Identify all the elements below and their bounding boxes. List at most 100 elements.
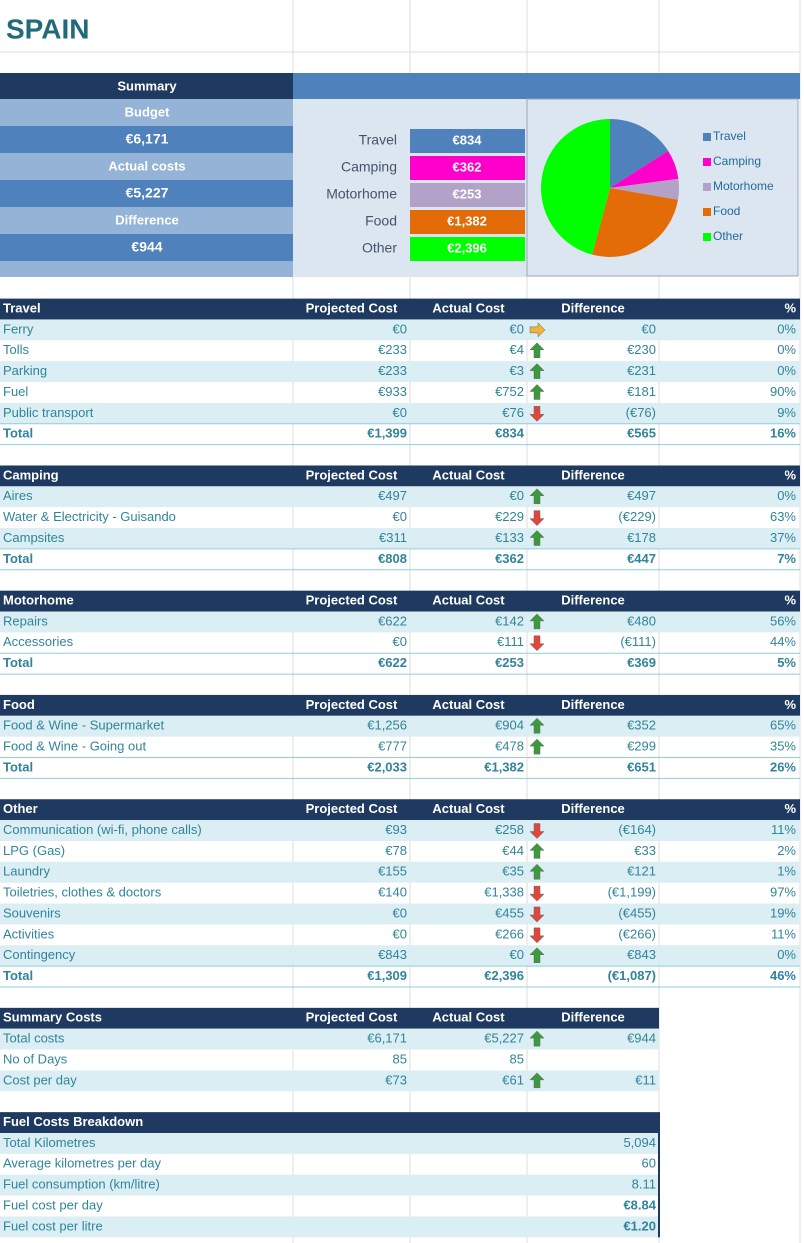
cell-value: €455 xyxy=(495,905,524,920)
cell-value: (€164) xyxy=(618,822,656,837)
cell-value: 35% xyxy=(770,739,796,754)
cell-value: (€229) xyxy=(618,509,656,524)
cell-value: 5,094 xyxy=(623,1135,656,1150)
total-cell: 16% xyxy=(770,426,796,441)
summary-label: Budget xyxy=(125,104,170,119)
cell-value: €311 xyxy=(379,530,407,545)
row-label: Toiletries, clothes & doctors xyxy=(3,885,162,900)
legend-label: Other xyxy=(713,229,743,243)
row-shade xyxy=(0,945,800,967)
row-label: Total costs xyxy=(3,1031,65,1046)
cell-value: €1.20 xyxy=(623,1218,656,1233)
section-header xyxy=(0,590,800,612)
cell-value: 9% xyxy=(777,405,796,420)
cell-value: 1% xyxy=(777,864,796,879)
cell-value: €0 xyxy=(510,321,524,336)
row-label: Water & Electricity - Guisando xyxy=(3,509,176,524)
cell-value: €0 xyxy=(393,321,407,336)
total-cell: €253 xyxy=(495,655,524,670)
legend-label: Food xyxy=(713,204,740,218)
breakdown-name: Other xyxy=(362,240,397,256)
trend-arrow xyxy=(529,322,546,338)
row-shade xyxy=(0,1216,659,1238)
trend-arrow xyxy=(529,363,545,379)
summary-band xyxy=(293,73,800,99)
cell-value: €777 xyxy=(378,739,407,754)
breakdown-name: Food xyxy=(365,213,397,229)
total-cell: €622 xyxy=(378,655,407,670)
column-header: Difference xyxy=(561,1010,625,1025)
column-header: Difference xyxy=(561,697,625,712)
breakdown-value: €362 xyxy=(453,159,482,174)
row-label: Total Kilometres xyxy=(3,1135,96,1150)
section-header xyxy=(0,1007,659,1029)
total-cell: €447 xyxy=(627,551,656,566)
cell-value: €35 xyxy=(502,864,524,879)
pie-slice xyxy=(610,150,679,188)
row-label: Fuel consumption (km/litre) xyxy=(3,1177,160,1192)
cell-value: €478 xyxy=(495,739,524,754)
section-header xyxy=(0,694,800,716)
row-label: Souvenirs xyxy=(3,905,61,920)
trend-arrow xyxy=(529,406,545,422)
summary-value-bg xyxy=(0,126,293,153)
legend-swatch xyxy=(703,208,711,216)
cell-value: €258 xyxy=(495,822,524,837)
cell-value: €5,227 xyxy=(484,1031,524,1046)
cell-value: 60 xyxy=(642,1156,656,1171)
trend-arrow xyxy=(529,927,545,944)
section-title: Camping xyxy=(3,467,59,482)
cell-value: 0% xyxy=(777,321,796,336)
cell-value: €155 xyxy=(378,864,407,879)
cell-value: (€111) xyxy=(620,634,656,649)
column-header: Projected Cost xyxy=(306,697,398,712)
trend-arrow xyxy=(529,906,545,923)
cell-value: €0 xyxy=(510,947,524,962)
row-label: Aires xyxy=(3,488,33,503)
cell-value: €497 xyxy=(378,488,407,503)
row-label: Accessories xyxy=(3,634,74,649)
cell-value: 11% xyxy=(771,822,796,837)
cell-value: €4 xyxy=(510,342,524,357)
cell-value: 19% xyxy=(770,905,796,920)
cell-value: 11% xyxy=(771,926,796,941)
legend-swatch xyxy=(703,133,711,141)
cell-value: €140 xyxy=(378,885,407,900)
cell-value: €1,256 xyxy=(367,718,407,733)
cell-value: €0 xyxy=(393,509,407,524)
cell-value: €121 xyxy=(627,864,656,879)
cell-value: 85 xyxy=(393,1051,407,1066)
cell-value: €8.84 xyxy=(623,1197,656,1212)
column-header: Projected Cost xyxy=(306,300,398,315)
trend-arrow xyxy=(529,823,545,839)
pie-slice xyxy=(541,119,610,255)
total-cell: €808 xyxy=(378,551,407,566)
row-shade xyxy=(0,861,800,883)
column-header: Difference xyxy=(561,467,625,482)
trend-arrow xyxy=(529,384,545,400)
row-shade xyxy=(0,402,800,424)
cell-value: €230 xyxy=(627,342,656,357)
summary-value: €944 xyxy=(131,239,162,255)
row-label: Ferry xyxy=(3,321,34,336)
row-label: Fuel cost per litre xyxy=(3,1218,103,1233)
summary-header xyxy=(0,73,293,99)
column-header: Projected Cost xyxy=(306,1010,398,1025)
cell-value: €480 xyxy=(627,613,656,628)
cell-value: €843 xyxy=(378,947,407,962)
cell-value: €6,171 xyxy=(367,1031,407,1046)
summary-value-bg xyxy=(0,180,293,207)
cell-value: €1,338 xyxy=(484,885,524,900)
total-cell: Total xyxy=(3,551,33,566)
trend-arrow xyxy=(529,530,545,546)
breakdown-name: Motorhome xyxy=(326,186,397,202)
cell-value: €3 xyxy=(510,363,524,378)
cell-value: 65% xyxy=(770,718,796,733)
cell-value: 2% xyxy=(777,843,796,858)
cell-value: €78 xyxy=(385,843,407,858)
row-label: Campsites xyxy=(3,530,65,545)
legend-swatch xyxy=(703,158,711,166)
total-cell: 5% xyxy=(777,655,796,670)
row-label: LPG (Gas) xyxy=(3,843,65,858)
total-cell: 26% xyxy=(770,759,796,774)
